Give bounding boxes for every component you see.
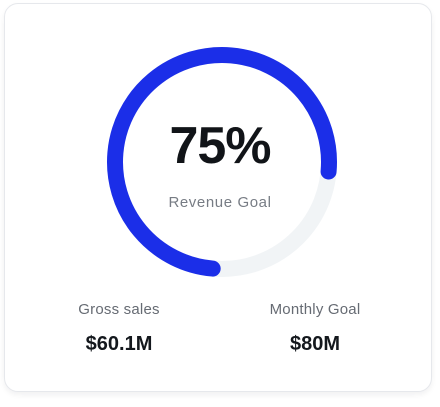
gross-sales-label: Gross sales (78, 301, 160, 318)
gross-sales-value: $60.1M (85, 333, 153, 355)
gauge-label: Revenue Goal (168, 194, 272, 211)
revenue-goal-card (4, 3, 432, 392)
gauge-progress-arc (106, 47, 337, 277)
goal-percentage: 75% (169, 117, 271, 175)
monthly-goal-label: Monthly Goal (269, 301, 361, 318)
monthly-goal-value: $80M (289, 333, 341, 355)
gross-sales-stat: Gross sales $60.1M (39, 300, 199, 356)
monthly-goal-stat: Monthly Goal $80M (235, 300, 395, 356)
